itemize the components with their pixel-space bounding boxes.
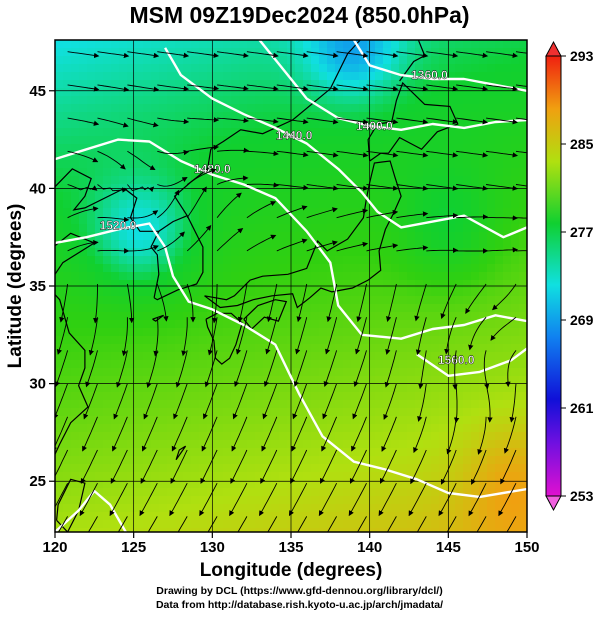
colorbar-tick-label: 269 xyxy=(570,312,594,328)
x-tick-label: 120 xyxy=(42,539,67,556)
x-tick-label: 130 xyxy=(200,539,225,556)
credit-line-2: Data from http://database.rish.kyoto-u.a… xyxy=(0,598,599,612)
contour-label: 1560.0 xyxy=(438,353,475,367)
contour-label: 1480.0 xyxy=(194,162,231,176)
y-axis-label: Latitude (degrees) xyxy=(5,204,26,369)
colorbar-tick-label: 277 xyxy=(570,224,594,240)
x-tick-label: 150 xyxy=(514,539,539,556)
y-axis-ticks: 25 30 35 40 45 xyxy=(29,83,55,490)
x-tick-label: 145 xyxy=(436,539,461,556)
y-tick-label: 35 xyxy=(29,278,46,295)
colorbar-max-arrow xyxy=(546,42,561,56)
contour-label: 1360.0 xyxy=(411,68,448,82)
colorbar-tick-label: 293 xyxy=(570,48,594,64)
x-axis-label: Longitude (degrees) xyxy=(200,560,383,581)
colorbar-min-arrow xyxy=(546,496,561,510)
colorbar-ticks: 253 261 269 277 285 293 xyxy=(561,48,594,504)
colorbar-tick-label: 253 xyxy=(570,488,594,504)
contour-label: 1440.0 xyxy=(276,129,313,143)
colorbar-tick-label: 285 xyxy=(570,136,594,152)
x-tick-label: 125 xyxy=(121,539,146,556)
x-tick-label: 140 xyxy=(357,539,382,556)
x-tick-label: 135 xyxy=(278,539,303,556)
contour-label: 1520.0 xyxy=(100,218,137,232)
y-tick-label: 25 xyxy=(29,473,46,490)
data-credit: Drawing by DCL (https://www.gfd-dennou.o… xyxy=(0,584,599,612)
colorbar: 253 261 269 277 285 293 xyxy=(546,42,594,510)
y-tick-label: 40 xyxy=(29,180,46,197)
y-tick-label: 30 xyxy=(29,376,46,393)
y-tick-label: 45 xyxy=(29,83,46,100)
credit-line-1: Drawing by DCL (https://www.gfd-dennou.o… xyxy=(0,584,599,598)
colorbar-tick-label: 261 xyxy=(570,400,594,416)
x-axis-ticks: 120 125 130 135 140 145 150 xyxy=(42,532,539,556)
